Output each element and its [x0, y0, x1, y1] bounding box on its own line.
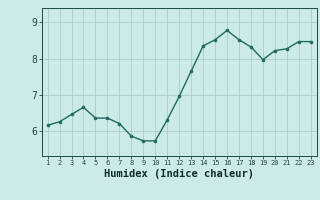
X-axis label: Humidex (Indice chaleur): Humidex (Indice chaleur): [104, 169, 254, 179]
